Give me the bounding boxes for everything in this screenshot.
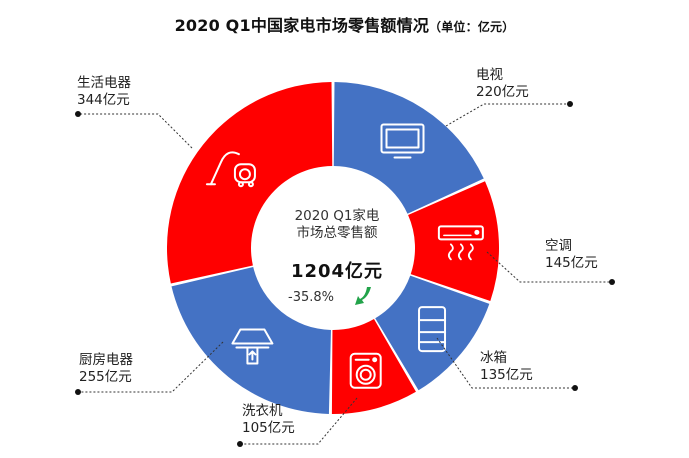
leader-dot-2 xyxy=(572,385,578,391)
center-change: -35.8% xyxy=(288,290,334,305)
label-ac-value: 145亿元 xyxy=(545,255,598,271)
center-caption: 2020 Q1家电 市场总零售额 xyxy=(258,208,416,242)
unit-note: （单位：亿元） xyxy=(429,20,515,34)
center-caption-line2: 市场总零售额 xyxy=(296,225,378,241)
refrigerator-icon xyxy=(418,306,447,353)
donut-slice-3 xyxy=(331,319,416,415)
label-tv: 电视 220亿元 xyxy=(476,67,529,101)
leader-dot-5 xyxy=(75,111,81,117)
leader-line-3 xyxy=(240,397,358,445)
label-kitchen-value: 255亿元 xyxy=(79,369,132,385)
label-fridge-value: 135亿元 xyxy=(480,367,533,383)
leader-line-5 xyxy=(78,113,193,149)
label-ac-name: 空调 xyxy=(545,238,572,254)
leader-line-1 xyxy=(486,251,612,283)
leader-dot-4 xyxy=(75,389,81,395)
air-conditioner-icon xyxy=(437,225,484,261)
leader-dot-0 xyxy=(567,101,573,107)
vacuum-cleaner-icon xyxy=(205,151,256,188)
leader-line-2 xyxy=(436,337,575,389)
label-fridge-name: 冰箱 xyxy=(480,350,507,366)
label-kitchen-name: 厨房电器 xyxy=(79,352,133,368)
chart-title: 2020 Q1中国家电市场零售额情况（单位：亿元） xyxy=(174,16,515,35)
label-small-appliance-value: 344亿元 xyxy=(77,92,130,108)
down-arrow-icon xyxy=(355,287,371,305)
center-total: 1204亿元 xyxy=(290,261,384,282)
donut-slice-1 xyxy=(408,181,500,302)
label-small-appliance: 生活电器 344亿元 xyxy=(77,75,131,109)
label-ac: 空调 145亿元 xyxy=(545,238,598,272)
label-fridge: 冰箱 135亿元 xyxy=(480,350,533,384)
label-washer-value: 105亿元 xyxy=(242,420,295,436)
label-washer-name: 洗衣机 xyxy=(242,403,283,419)
range-hood-icon xyxy=(231,328,274,365)
label-kitchen: 厨房电器 255亿元 xyxy=(79,352,133,386)
washing-machine-icon xyxy=(349,352,382,389)
center-caption-line1: 2020 Q1家电 xyxy=(294,208,380,224)
donut-slice-4 xyxy=(171,266,331,414)
label-tv-value: 220亿元 xyxy=(476,84,529,100)
label-washer: 洗衣机 105亿元 xyxy=(242,403,295,437)
leader-dot-1 xyxy=(609,279,615,285)
label-tv-name: 电视 xyxy=(476,67,503,83)
leader-line-0 xyxy=(445,103,570,127)
leader-dot-3 xyxy=(237,441,243,447)
tv-icon xyxy=(380,123,425,159)
label-small-appliance-name: 生活电器 xyxy=(77,75,131,91)
